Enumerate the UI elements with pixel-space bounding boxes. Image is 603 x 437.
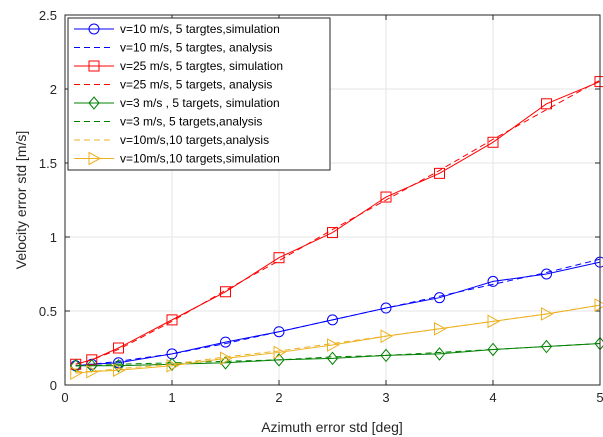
data-point	[487, 136, 499, 148]
x-tick-label: 5	[596, 390, 603, 405]
legend-swatch-marker	[88, 23, 100, 35]
x-tick-label: 4	[489, 390, 496, 405]
series-5	[75, 343, 601, 367]
x-tick-label: 3	[382, 390, 389, 405]
data-point	[541, 98, 552, 110]
data-point	[112, 358, 125, 373]
data-point	[380, 302, 392, 314]
y-tick-label: 0	[50, 378, 57, 393]
series-3	[75, 79, 601, 365]
data-point	[541, 307, 554, 321]
series-6	[75, 304, 601, 373]
y-tick-label: 2	[50, 82, 57, 97]
series-1	[75, 258, 601, 367]
legend-swatch-marker	[88, 96, 100, 110]
x-tick-label: 0	[61, 390, 68, 405]
data-point	[380, 191, 392, 203]
series-line	[75, 304, 601, 373]
data-point	[273, 326, 285, 338]
data-point	[113, 363, 126, 378]
data-point	[327, 314, 338, 326]
data-point	[86, 354, 98, 366]
data-point	[166, 357, 178, 372]
data-point	[434, 167, 445, 179]
legend-entry-label: v=10 m/s, 5 targtes,simulation	[120, 22, 280, 36]
legend-entry-label: v=25 m/s, 5 targtes, simulation	[120, 59, 283, 73]
series-line	[75, 79, 601, 365]
y-tick-label: 1	[50, 230, 57, 245]
legend: v=10 m/s, 5 targtes,simulation v=10 m/s, …	[67, 17, 331, 171]
y-axis-label: Velocity error std [m/s]	[13, 131, 29, 269]
y-tick-label: 2.5	[39, 8, 57, 23]
data-point	[70, 366, 83, 381]
legend-entry-label: v=10m/s,10 targets,analysis	[120, 133, 269, 147]
legend-entry-label: v=3 m/s , 5 targets, simulation	[120, 96, 280, 110]
data-point	[220, 336, 231, 348]
legend-entry-label: v=10 m/s, 5 targtes, analysis	[120, 41, 272, 55]
legend-entry-label: v=3 m/s, 5 targets,analysis	[120, 115, 262, 129]
data-point	[433, 347, 446, 361]
y-tick-label: 0.5	[39, 304, 57, 319]
data-point	[380, 348, 392, 363]
data-point	[540, 339, 553, 354]
data-point	[86, 364, 99, 379]
data-point	[220, 351, 233, 366]
legend-swatch-marker	[88, 151, 102, 166]
legend-entry-label: v=10m/s,10 targets,simulation	[120, 152, 280, 166]
legend-box	[67, 17, 331, 171]
series-line	[75, 258, 601, 367]
data-point	[487, 275, 499, 287]
x-axis-label: Azimuth error std [deg]	[261, 419, 403, 435]
data-point	[434, 321, 447, 336]
y-tick-label: 1.5	[39, 156, 57, 171]
legend-entry-label: v=25 m/s, 5 targets, analysis	[120, 78, 272, 92]
series-line	[75, 81, 601, 365]
x-tick-label: 1	[168, 390, 175, 405]
data-point	[166, 314, 178, 326]
series-line	[75, 304, 601, 374]
legend-swatch-marker	[88, 60, 100, 72]
data-point	[113, 357, 124, 369]
data-point	[487, 342, 499, 357]
y-tick-labels: 0 0.5 1 1.5 2 2.5	[39, 8, 57, 393]
data-point	[166, 358, 180, 373]
data-point	[380, 329, 394, 344]
x-tick-label: 2	[275, 390, 282, 405]
plot-frame	[64, 14, 601, 386]
data-point	[487, 314, 501, 329]
data-point	[327, 338, 340, 352]
data-point	[220, 286, 231, 298]
series-line	[75, 343, 601, 367]
data-point	[113, 342, 124, 354]
series-layer	[70, 76, 603, 381]
data-point	[273, 345, 287, 360]
x-tick-labels: 0 1 2 3 4 5	[61, 390, 603, 405]
series-7	[70, 298, 603, 381]
